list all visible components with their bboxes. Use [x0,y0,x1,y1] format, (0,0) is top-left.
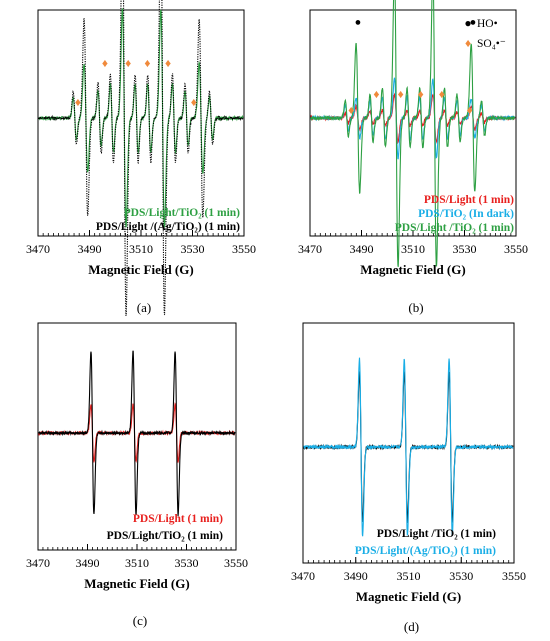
so4-peak-marker: ♦ [373,87,379,101]
x-axis-title: Magnetic Field (G) [360,262,465,277]
x-tick-label: 3510 [125,556,149,570]
panel-label: (d) [404,619,419,634]
chart-panel-a: 3470 3490 3510 3530 3550 Magnetic Field (G) (a… [26,0,256,317]
chart-panel-c: 3470 3490 3510 3530 3550 Magnetic Field (G) (c… [26,322,248,628]
legend-marker-symbol: ● [464,16,471,30]
x-tick-label: 3470 [26,242,50,256]
legend-entry: PDS/Light (1 min) [133,513,223,525]
legend-entry: PDS/Light /(Ag/TiO₂) (1 min) [96,221,240,233]
legend-marker-label: SO₄•⁻ [477,38,506,50]
chart-panel-b: 3470 3490 3510 3530 3550 Magnetic Field (G) (b… [298,0,528,315]
legend-marker-symbol: ♦ [465,36,471,50]
so4-peak-marker: ♦ [102,56,108,70]
so4-peak-marker: ♦ [398,87,404,101]
x-tick-label: 3530 [175,556,199,570]
x-tick-label: 3550 [504,242,528,256]
x-tick-label: 3490 [76,556,100,570]
oh-peak-marker: ● [470,17,477,29]
x-axis-title: Magnetic Field (G) [88,262,193,277]
legend-entry: PDS/Light /TiO₂ (1 min) [377,528,496,540]
x-tick-label: 3470 [26,556,50,570]
so4-peak-marker: ♦ [418,87,424,101]
panel-label: (a) [137,300,151,315]
series-line-2 [310,0,516,267]
x-tick-label: 3550 [232,242,256,256]
oh-peak-marker: ● [198,0,205,2]
panel-label: (c) [133,613,147,628]
series-line-1 [310,77,516,160]
x-axis-title: Magnetic Field (G) [356,589,461,604]
legend-entry: PDS/Light (1 min) [424,194,514,206]
x-axis-title: Magnetic Field (G) [84,576,189,591]
x-tick-label: 3550 [502,569,526,583]
x-tick-label: 3470 [298,242,322,256]
legend-marker-label: HO• [477,18,498,30]
x-tick-label: 3510 [129,242,153,256]
x-tick-label: 3490 [344,569,368,583]
so4-peak-marker: ♦ [165,56,171,70]
panel-label: (b) [408,300,423,315]
x-tick-label: 3470 [291,569,315,583]
so4-peak-marker: ♦ [144,56,150,70]
series-line-1 [38,0,244,317]
x-tick-label: 3530 [181,242,205,256]
legend-entry: PDS/Light/(Ag/TiO₂) (1 min) [355,545,496,557]
x-tick-label: 3510 [397,569,421,583]
x-tick-label: 3490 [78,242,102,256]
x-tick-label: 3530 [449,569,473,583]
series-line-0 [310,92,516,145]
so4-peak-marker: ♦ [125,56,131,70]
so4-peak-marker: ♦ [75,95,81,109]
legend-entry: PDS/Light/TiO₂ (1 min) [124,207,241,219]
x-tick-label: 3550 [224,556,248,570]
series-line-1 [303,357,514,537]
so4-peak-marker: ♦ [467,103,473,117]
so4-peak-marker: ♦ [439,87,445,101]
legend-entry: PDS/TiO₂ (In dark) [418,208,514,220]
x-tick-label: 3490 [350,242,374,256]
legend-entry: PDS/Light/TiO₂ (1 min) [107,530,224,542]
legend-entry: PDS/Light /TiO₂ (1 min) [395,222,514,234]
so4-peak-marker: ♦ [191,95,197,109]
series-line-1 [38,350,236,517]
x-tick-label: 3530 [453,242,477,256]
oh-peak-marker: ● [83,0,90,2]
chart-panel-d: 3470 3490 3510 3530 3550 Magnetic Field (G) (d… [291,322,526,634]
oh-peak-marker: ● [355,17,362,29]
x-tick-label: 3510 [401,242,425,256]
so4-peak-marker: ♦ [348,103,354,117]
